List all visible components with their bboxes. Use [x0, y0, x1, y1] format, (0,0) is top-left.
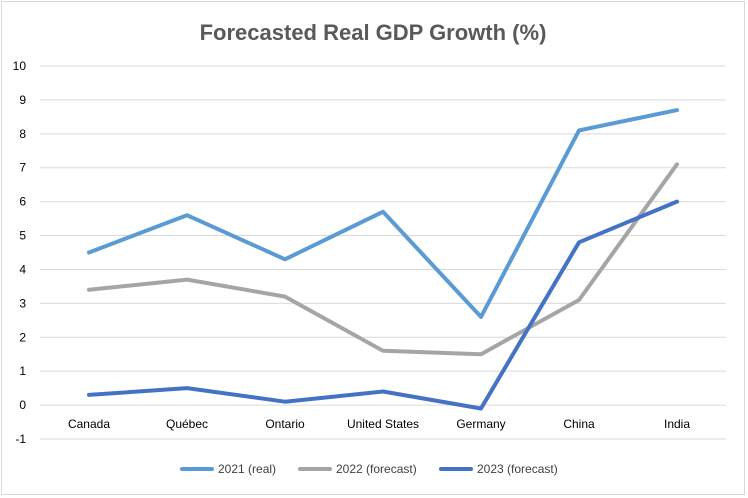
data-point	[480, 316, 482, 318]
data-point	[676, 163, 678, 165]
legend-label: 2021 (real)	[218, 462, 276, 476]
data-point	[676, 109, 678, 111]
y-tick-label: -1	[15, 432, 26, 446]
series-line-3	[87, 199, 679, 411]
x-tick-label: Québec	[166, 417, 208, 431]
y-axis-ticks: -1 0 1 2 3 4 5 6 7 8 9 10	[13, 59, 27, 446]
data-point	[382, 391, 384, 393]
y-tick-label: 10	[13, 59, 27, 73]
legend-label: 2023 (forecast)	[477, 462, 558, 476]
data-point	[676, 201, 678, 203]
data-point	[578, 241, 580, 243]
y-tick-label: 5	[19, 229, 26, 243]
series-lines	[87, 108, 679, 411]
legend: 2021 (real) 2022 (forecast) 2023 (forecast…	[180, 462, 558, 476]
data-point	[284, 401, 286, 403]
data-point	[578, 129, 580, 131]
data-point	[284, 258, 286, 260]
data-point	[186, 214, 188, 216]
y-tick-label: 2	[19, 330, 26, 344]
data-point	[186, 387, 188, 389]
data-point	[480, 407, 482, 409]
y-tick-label: 7	[19, 161, 26, 175]
x-tick-label: Canada	[68, 417, 110, 431]
y-tick-label: 0	[19, 398, 26, 412]
y-tick-label: 3	[19, 296, 26, 310]
gridlines	[40, 65, 726, 440]
data-point	[382, 350, 384, 352]
y-tick-label: 9	[19, 93, 26, 107]
chart-title: Forecasted Real GDP Growth (%)	[200, 20, 547, 45]
y-tick-label: 6	[19, 195, 26, 209]
data-point	[186, 279, 188, 281]
x-tick-label: United States	[347, 417, 419, 431]
x-tick-label: Ontario	[265, 417, 305, 431]
data-point	[88, 394, 90, 396]
series-line-2	[87, 162, 679, 357]
x-tick-label: India	[664, 417, 690, 431]
y-tick-label: 4	[19, 262, 26, 276]
data-point	[480, 353, 482, 355]
data-point	[88, 289, 90, 291]
x-tick-label: China	[563, 417, 595, 431]
data-point	[578, 299, 580, 301]
data-point	[88, 252, 90, 253]
x-axis-ticks: Canada Québec Ontario United States Germany C…	[68, 417, 690, 431]
y-tick-label: 1	[19, 364, 26, 378]
legend-label: 2022 (forecast)	[336, 462, 417, 476]
y-tick-label: 8	[19, 127, 26, 141]
data-point	[284, 296, 286, 298]
x-tick-label: Germany	[456, 417, 505, 431]
data-point	[382, 211, 384, 213]
